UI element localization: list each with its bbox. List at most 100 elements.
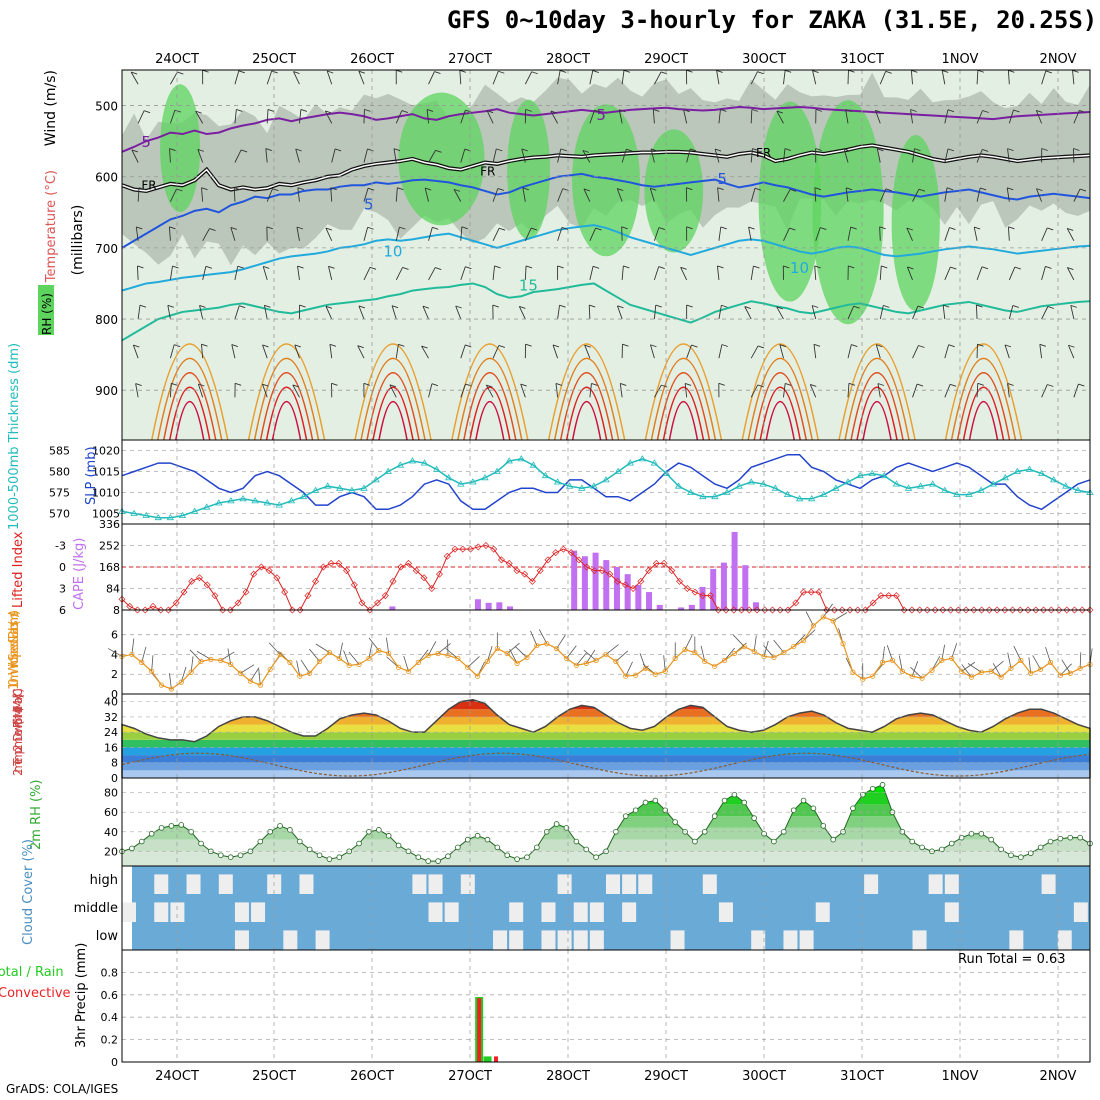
isotherm-label: 5 — [717, 170, 727, 188]
wind-barb-10m — [445, 647, 459, 659]
cloud-clear-cell — [589, 902, 604, 922]
thickness-axis-label: 1000-500mb Thickness (dm) — [7, 343, 22, 530]
wind-speed-marker — [583, 660, 589, 666]
wind-barb-flag — [272, 188, 279, 192]
li-marker — [676, 577, 684, 585]
cloud-clear-cell — [606, 874, 620, 894]
wind-barb — [524, 227, 532, 241]
rh-marker — [484, 836, 491, 843]
cloud-clear-cell — [1041, 874, 1056, 894]
top-xtick-label: 2NOV — [1040, 52, 1077, 67]
wind-barb — [621, 149, 627, 163]
wind-barb — [589, 266, 594, 281]
wind-barb — [847, 306, 855, 320]
thickness-marker — [263, 499, 271, 506]
li-tick-label: 3 — [59, 583, 66, 596]
li-marker — [304, 592, 312, 600]
li-marker — [126, 602, 134, 610]
wind-barb-flag — [271, 70, 278, 74]
temp-band — [122, 762, 1090, 771]
wind-barb-10m — [506, 642, 520, 654]
wind-barb-flag — [1036, 188, 1043, 192]
wind-barb-flag — [1067, 267, 1074, 270]
cloud-clear-cell — [670, 930, 685, 950]
wind-barb-10m — [805, 611, 814, 626]
li-marker — [598, 567, 606, 575]
wind-barb-10m — [131, 638, 135, 655]
rh-marker — [277, 823, 283, 829]
thickness-marker — [311, 486, 320, 493]
isotherm-warm — [862, 401, 892, 440]
li-marker — [420, 574, 428, 582]
wind-barb-10m — [882, 646, 885, 663]
wind-barb-flag — [496, 148, 503, 152]
wind-speed-marker — [168, 686, 174, 692]
wind-barb-10m — [343, 650, 350, 666]
wind-barb-10m — [724, 647, 735, 661]
wind-barb-flag — [1072, 70, 1079, 73]
wind-barb-flag — [686, 187, 693, 191]
wind-barb-flag — [358, 305, 366, 309]
wind-barb-flag — [171, 382, 178, 386]
wind-barb-10m — [732, 634, 745, 647]
freezing-label: FR — [480, 164, 495, 178]
wind-barb — [428, 267, 436, 281]
wind-barb-10m — [898, 655, 903, 672]
rh-marker — [958, 834, 965, 841]
wind-barb-flag — [591, 382, 598, 386]
li-marker — [722, 606, 730, 614]
wind-barb-flag — [461, 226, 468, 230]
wind-barb — [976, 266, 983, 281]
wind-barb-flag — [623, 70, 631, 73]
wind-barb-flag — [1068, 344, 1075, 348]
wind-barb — [783, 227, 790, 241]
slp-tick-label: 1020 — [92, 445, 120, 458]
wind-barb-flag — [435, 149, 442, 153]
wind-barb-flag — [143, 110, 151, 114]
pressure-tick-label: 700 — [95, 242, 118, 256]
isotherm-warm — [950, 357, 1017, 440]
wind-barb-flag — [949, 383, 957, 387]
precip-total-bar — [483, 1056, 492, 1062]
li-marker — [629, 585, 637, 592]
wind-barb-flag — [130, 71, 138, 75]
wind-barb — [328, 266, 333, 281]
top-xtick-label: 25OCT — [252, 52, 296, 67]
wind-barb-flag — [434, 71, 441, 74]
temp-band — [122, 770, 1090, 778]
wind-barb-flag — [655, 304, 662, 308]
wind-barb — [813, 344, 817, 359]
wind-barb — [649, 188, 655, 202]
upper-air-wind-label: Wind (m/s) — [43, 70, 59, 146]
wind-barb-10m — [886, 645, 893, 661]
cape-bar — [592, 552, 599, 610]
thickness-marker — [251, 497, 259, 504]
thickness-marker — [360, 484, 368, 491]
wind-barb-flag — [883, 304, 890, 308]
wind-speed-marker — [395, 664, 402, 670]
wind-speed-marker — [919, 675, 925, 681]
wind-barb-flag — [714, 148, 722, 152]
wind-barb — [486, 110, 494, 124]
wind-barb — [231, 344, 236, 359]
wind-barb-flag — [422, 305, 430, 309]
wind-barb-flag — [240, 149, 248, 153]
rh-marker — [158, 825, 165, 831]
wind-speed-marker — [544, 640, 550, 647]
rh-marker — [178, 822, 185, 828]
wind-barb — [779, 344, 784, 359]
wind-barb — [1066, 228, 1075, 241]
wind-barb — [942, 305, 946, 320]
wind-barb-flag — [522, 187, 530, 191]
li-marker — [792, 599, 800, 607]
wind-barb-flag — [592, 265, 600, 269]
wind-barb-flag — [459, 70, 466, 73]
wind-barb-10m — [583, 649, 597, 661]
isotherm-warm — [944, 343, 1023, 440]
wind-barb-flag — [949, 227, 956, 230]
wind-barb-flag — [327, 70, 334, 74]
wind-speed-marker — [455, 655, 461, 662]
slp-tick-label: 1015 — [92, 466, 120, 479]
wind-barb-flag — [138, 187, 146, 191]
isotherm-warm — [265, 386, 308, 440]
